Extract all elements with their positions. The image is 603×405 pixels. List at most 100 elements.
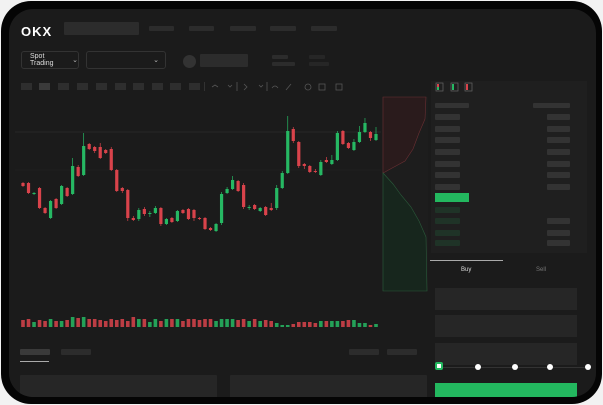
volume-bar [170,319,174,327]
candle-body [275,188,279,208]
candle-body [208,228,213,230]
search-placeholder[interactable] [64,22,139,35]
tab-buy[interactable]: Buy [461,267,472,273]
volume-bar [363,323,367,327]
ask-price[interactable] [435,137,460,143]
ask-amount[interactable] [547,114,570,120]
interval-button[interactable] [39,83,50,90]
candle-body [197,218,202,219]
volume-bar [114,320,119,327]
ask-price[interactable] [435,114,460,120]
volume-bar [374,324,378,327]
candle-body [115,170,119,191]
orderbook-view-toggle[interactable] [433,82,483,94]
candlestick-chart[interactable] [9,9,596,397]
orderbook-bids-icon [450,82,459,92]
chevron-down-icon [227,84,233,88]
ask-amount[interactable] [547,172,570,178]
candle-body [104,150,108,153]
ask-amount[interactable] [547,184,570,190]
candle-body [175,211,180,221]
candle-body [71,166,75,194]
volume-bar [285,325,290,327]
bid-amount[interactable] [547,218,570,224]
volume-bar [159,321,163,327]
interval-button[interactable] [58,83,69,90]
amount-input[interactable] [435,315,577,337]
nav-item[interactable] [311,26,337,31]
interval-button[interactable] [170,83,181,90]
interval-button[interactable] [96,83,107,90]
filter-button[interactable] [349,349,379,355]
volume-bar [335,321,340,327]
nav-item[interactable] [189,26,214,31]
volume-bar [32,322,36,327]
interval-button[interactable] [115,83,126,90]
ask-price[interactable] [435,184,460,190]
orderbook-header[interactable] [435,103,469,108]
candle-body [43,208,47,213]
ask-price[interactable] [435,172,460,178]
slider-stop[interactable] [475,364,481,370]
candle-body [65,188,69,196]
bid-price[interactable] [435,207,460,213]
candle-body [126,190,130,218]
total-input[interactable] [435,343,577,365]
ask-price[interactable] [435,149,460,155]
nav-item[interactable] [270,26,296,31]
tab-order-history[interactable] [61,349,91,355]
candle-body [363,123,367,132]
pair-dropdown[interactable]: ⌄ [86,51,166,69]
volume-bar [302,322,307,327]
ask-price[interactable] [435,126,460,132]
volume-bar [109,319,114,327]
buy-button[interactable] [435,383,577,397]
candle-body [148,213,152,214]
tab-open-orders[interactable] [20,349,50,355]
candle-body [192,210,196,218]
okx-logo[interactable]: OKX [21,24,53,39]
interval-button[interactable] [152,83,163,90]
chart-tools[interactable] [204,81,354,93]
volume-bar [26,319,31,327]
bid-amount[interactable] [547,230,570,236]
bid-price[interactable] [435,230,460,236]
orderbook-header[interactable] [533,103,570,108]
volume-bar [153,319,158,327]
candle-body [93,147,97,151]
nav-item[interactable] [230,26,256,31]
bid-amount[interactable] [547,240,570,246]
slider-handle[interactable] [435,362,443,370]
depth-asks-area [382,96,427,174]
volume-bar [192,319,196,327]
ask-amount[interactable] [547,137,570,143]
ask-amount[interactable] [547,149,570,155]
ask-amount[interactable] [547,161,570,167]
spot-trading-label: Spot Trading [30,53,54,67]
candle-body [37,188,42,208]
price-input[interactable] [435,288,577,310]
slider-stop[interactable] [547,364,553,370]
nav-item[interactable] [149,26,174,31]
volume-bar [263,320,268,327]
filter-button[interactable] [387,349,417,355]
ask-price[interactable] [435,161,460,167]
slider-stop[interactable] [585,364,591,370]
bid-price[interactable] [435,218,460,224]
spot-trading-dropdown[interactable]: Spot Trading ⌄ [21,51,79,69]
interval-button[interactable] [133,83,144,90]
ask-amount[interactable] [547,126,570,132]
interval-button[interactable] [77,83,88,90]
tab-sell[interactable]: Sell [536,267,547,273]
candle-body [258,208,262,211]
volume-bar [341,321,345,327]
volume-bar [54,321,58,327]
candle-body [21,183,25,186]
interval-button[interactable] [189,83,200,90]
interval-button[interactable] [21,83,32,90]
mid-price-bar [435,193,469,202]
candle-body [319,162,323,175]
bid-price[interactable] [435,240,460,246]
slider-stop[interactable] [512,364,518,370]
